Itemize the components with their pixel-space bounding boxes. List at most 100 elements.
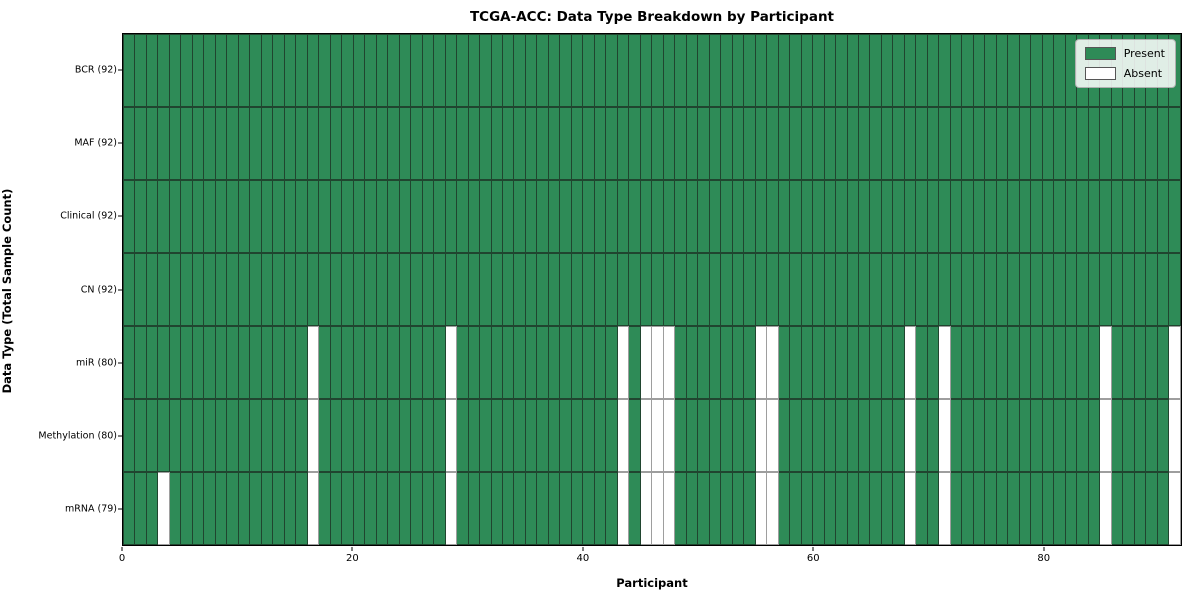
- matrix-cell-present: [238, 180, 251, 253]
- matrix-cell-present: [927, 107, 940, 180]
- matrix-cell-present: [1088, 180, 1101, 253]
- matrix-cell-present: [1019, 399, 1032, 472]
- matrix-cell-present: [617, 107, 630, 180]
- matrix-cell-present: [468, 107, 481, 180]
- matrix-cell-present: [365, 253, 377, 326]
- matrix-cell-present: [1077, 326, 1089, 399]
- matrix-cell-present: [698, 180, 710, 253]
- y-tick-label: miR (80): [75, 357, 117, 369]
- matrix-cell-present: [813, 180, 825, 253]
- matrix-cell-present: [342, 34, 354, 107]
- matrix-row: [123, 180, 1181, 253]
- matrix-cell-present: [813, 253, 825, 326]
- matrix-cell-present: [457, 34, 469, 107]
- matrix-cell-present: [215, 180, 228, 253]
- matrix-cell-present: [721, 34, 733, 107]
- matrix-cell-present: [824, 326, 837, 399]
- matrix-cell-present: [238, 399, 251, 472]
- matrix-cell-present: [663, 180, 676, 253]
- matrix-cell-present: [1123, 326, 1135, 399]
- matrix-cell-present: [238, 34, 251, 107]
- matrix-cell-present: [457, 180, 469, 253]
- matrix-cell-present: [330, 326, 343, 399]
- matrix-cell-absent: [1100, 326, 1112, 399]
- matrix-cell-present: [744, 326, 756, 399]
- matrix-cell-present: [893, 472, 905, 545]
- matrix-cell-present: [158, 180, 170, 253]
- matrix-cell-present: [491, 180, 503, 253]
- matrix-cell-present: [480, 253, 492, 326]
- matrix-cell-present: [939, 253, 951, 326]
- matrix-cell-present: [434, 107, 446, 180]
- y-tick-mark: [118, 215, 122, 217]
- matrix-cell-absent: [617, 326, 630, 399]
- matrix-cell-present: [261, 472, 274, 545]
- matrix-cell-present: [548, 107, 561, 180]
- matrix-cell-absent: [1169, 472, 1181, 545]
- matrix-cell-present: [927, 34, 940, 107]
- matrix-cell-present: [744, 472, 756, 545]
- matrix-cell-present: [491, 253, 503, 326]
- x-tick-label: 40: [576, 552, 590, 564]
- matrix-cell-present: [1146, 180, 1158, 253]
- matrix-cell-present: [732, 253, 745, 326]
- matrix-cell-present: [376, 399, 389, 472]
- matrix-cell-present: [1111, 107, 1124, 180]
- matrix-cell-present: [996, 399, 1009, 472]
- matrix-cell-present: [583, 34, 595, 107]
- matrix-cell-absent: [445, 399, 458, 472]
- matrix-cell-present: [457, 399, 469, 472]
- matrix-cell-present: [571, 34, 584, 107]
- matrix-cell-present: [227, 326, 239, 399]
- matrix-cell-present: [870, 34, 882, 107]
- matrix-cell-present: [215, 34, 228, 107]
- matrix-cell-present: [606, 253, 618, 326]
- matrix-cell-present: [560, 472, 572, 545]
- matrix-cell-present: [847, 107, 859, 180]
- matrix-cell-present: [985, 107, 997, 180]
- matrix-cell-present: [881, 472, 894, 545]
- matrix-cell-present: [594, 326, 607, 399]
- matrix-cell-present: [261, 253, 274, 326]
- matrix-cell-present: [480, 34, 492, 107]
- matrix-cell-present: [399, 180, 412, 253]
- y-tick-mark: [118, 508, 122, 510]
- matrix-cell-present: [721, 326, 733, 399]
- matrix-cell-present: [330, 180, 343, 253]
- matrix-cell-present: [813, 326, 825, 399]
- matrix-cell-present: [1134, 326, 1147, 399]
- matrix-cell-present: [273, 472, 285, 545]
- y-axis-tick-labels: BCR (92) MAF (92) Clinical (92) CN (92) miR …: [0, 33, 117, 546]
- matrix-cell-present: [1100, 107, 1112, 180]
- matrix-cell-present: [732, 472, 745, 545]
- matrix-cell-present: [1008, 34, 1020, 107]
- matrix-cell-present: [675, 326, 687, 399]
- matrix-cell-present: [1157, 399, 1170, 472]
- matrix-cell-present: [881, 326, 894, 399]
- matrix-cell-absent: [158, 472, 170, 545]
- matrix-cell-present: [525, 399, 538, 472]
- matrix-cell-present: [732, 326, 745, 399]
- matrix-cell-present: [365, 472, 377, 545]
- x-tick-mark: [1043, 546, 1045, 551]
- matrix-cell-present: [1157, 107, 1170, 180]
- matrix-cell-present: [537, 34, 549, 107]
- matrix-cell-present: [284, 326, 297, 399]
- matrix-cell-present: [1169, 253, 1181, 326]
- matrix-cell-present: [801, 180, 814, 253]
- matrix-cell-present: [675, 107, 687, 180]
- matrix-cell-present: [1123, 253, 1135, 326]
- matrix-cell-present: [1008, 326, 1020, 399]
- matrix-cell-present: [169, 253, 182, 326]
- matrix-cell-present: [767, 253, 779, 326]
- matrix-cell-present: [480, 180, 492, 253]
- matrix-cell-present: [434, 399, 446, 472]
- matrix-cell-present: [962, 107, 974, 180]
- matrix-cell-absent: [939, 399, 951, 472]
- matrix-cell-present: [1019, 34, 1032, 107]
- matrix-cell-present: [813, 472, 825, 545]
- matrix-cell-present: [606, 180, 618, 253]
- matrix-cell-present: [548, 253, 561, 326]
- matrix-cell-present: [1134, 107, 1147, 180]
- matrix-cell-present: [824, 107, 837, 180]
